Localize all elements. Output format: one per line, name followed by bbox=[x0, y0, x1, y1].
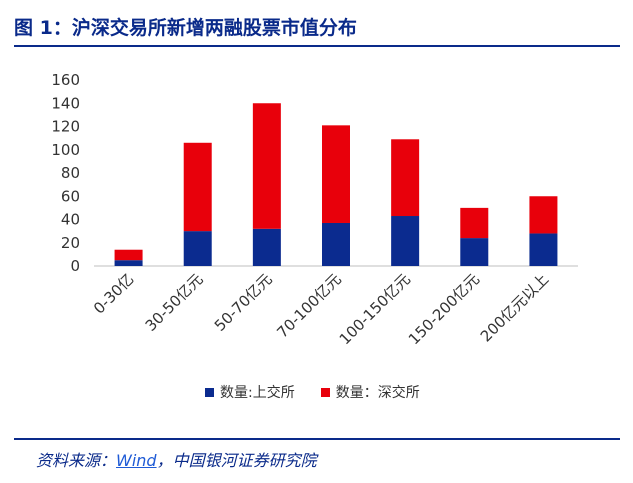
bar-segment-szse bbox=[460, 207, 489, 239]
y-tick-label: 20 bbox=[61, 234, 80, 252]
x-tick-label: 70-100亿元 bbox=[273, 270, 345, 342]
y-tick-label: 120 bbox=[51, 118, 80, 136]
legend-label-szse: 数量：深交所 bbox=[335, 385, 420, 401]
bar-segment-sse bbox=[114, 260, 143, 266]
y-tick-label: 40 bbox=[61, 211, 80, 229]
source-link[interactable]: Wind bbox=[116, 451, 157, 470]
chart-legend: 数量:上交所 数量：深交所 bbox=[205, 382, 420, 402]
bar-segment-szse bbox=[114, 249, 143, 261]
title-rule bbox=[14, 45, 620, 47]
y-tick-label: 0 bbox=[70, 257, 80, 275]
y-tick-label: 160 bbox=[51, 71, 80, 89]
bar-segment-szse bbox=[252, 103, 281, 229]
footer-rule bbox=[14, 438, 620, 440]
bar-segment-sse bbox=[322, 222, 350, 266]
bar-segment-szse bbox=[322, 125, 350, 223]
legend-label-sse: 数量:上交所 bbox=[220, 385, 295, 401]
bar-segment-sse bbox=[252, 228, 281, 266]
y-tick-label: 100 bbox=[51, 141, 80, 159]
legend-swatch-szse bbox=[320, 387, 330, 397]
legend-item-szse: 数量：深交所 bbox=[320, 382, 420, 402]
x-tick-label: 50-70亿元 bbox=[211, 270, 276, 335]
x-tick-label: 150-200亿元 bbox=[405, 270, 483, 348]
x-tick-label: 100-150亿元 bbox=[336, 270, 414, 348]
x-tick-label: 30-50亿元 bbox=[142, 270, 207, 335]
bar-segment-sse bbox=[183, 231, 212, 266]
bar-segment-szse bbox=[391, 139, 420, 217]
y-tick-label: 60 bbox=[61, 187, 80, 205]
stacked-bar-chart: 0 20 40 60 80 100 120 140 160 0-30亿 30-50亿元 50-70亿元… bbox=[51, 71, 578, 348]
x-tick-label: 200亿元以上 bbox=[477, 270, 552, 345]
page-title: 图 1：沪深交易所新增两融股票市值分布 bbox=[14, 17, 357, 39]
legend-item-sse: 数量:上交所 bbox=[205, 382, 295, 402]
y-tick-label: 140 bbox=[51, 94, 80, 112]
x-tick-label: 0-30亿 bbox=[90, 270, 137, 317]
bar-segment-sse bbox=[391, 216, 420, 266]
bar-segment-sse bbox=[460, 238, 489, 266]
source-note: 资料来源：Wind，中国银河证券研究院 bbox=[36, 447, 317, 471]
bar-segment-szse bbox=[183, 142, 212, 232]
source-prefix: 资料来源： bbox=[36, 451, 117, 470]
y-tick-label: 80 bbox=[61, 164, 80, 182]
bar-segment-sse bbox=[529, 233, 558, 266]
bar-segment-szse bbox=[529, 196, 558, 234]
legend-swatch-sse bbox=[205, 387, 214, 397]
source-suffix: ，中国银河证券研究院 bbox=[156, 451, 317, 470]
